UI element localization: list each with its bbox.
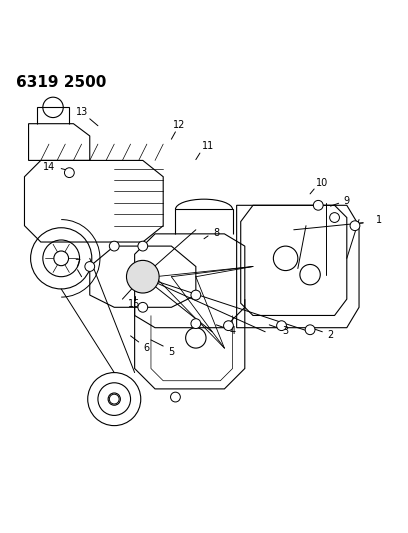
Text: 14: 14 — [43, 161, 55, 172]
Text: 3: 3 — [282, 326, 289, 336]
Text: 12: 12 — [173, 119, 186, 130]
Circle shape — [277, 321, 286, 330]
Circle shape — [108, 393, 120, 405]
Circle shape — [138, 302, 148, 312]
Text: 6319 2500: 6319 2500 — [16, 75, 107, 90]
Circle shape — [224, 321, 233, 330]
Circle shape — [191, 319, 201, 328]
Circle shape — [305, 325, 315, 335]
Text: 9: 9 — [344, 196, 350, 206]
Text: 10: 10 — [316, 178, 328, 188]
Text: 7: 7 — [74, 260, 81, 270]
Circle shape — [54, 251, 69, 265]
Circle shape — [350, 221, 360, 231]
Circle shape — [109, 241, 119, 251]
Circle shape — [313, 200, 323, 210]
Circle shape — [330, 213, 339, 222]
Circle shape — [126, 261, 159, 293]
Text: 5: 5 — [168, 347, 175, 357]
Text: 11: 11 — [202, 141, 214, 151]
Text: 2: 2 — [327, 330, 334, 340]
Circle shape — [191, 290, 201, 300]
Circle shape — [109, 394, 119, 404]
Circle shape — [64, 168, 74, 177]
Text: 4: 4 — [229, 326, 236, 336]
Text: 13: 13 — [75, 107, 88, 117]
Text: 15: 15 — [129, 299, 141, 309]
Circle shape — [171, 392, 180, 402]
Circle shape — [85, 262, 95, 271]
Text: 1: 1 — [376, 215, 383, 224]
Text: 6: 6 — [144, 343, 150, 353]
Text: 8: 8 — [213, 228, 220, 238]
Circle shape — [138, 241, 148, 251]
